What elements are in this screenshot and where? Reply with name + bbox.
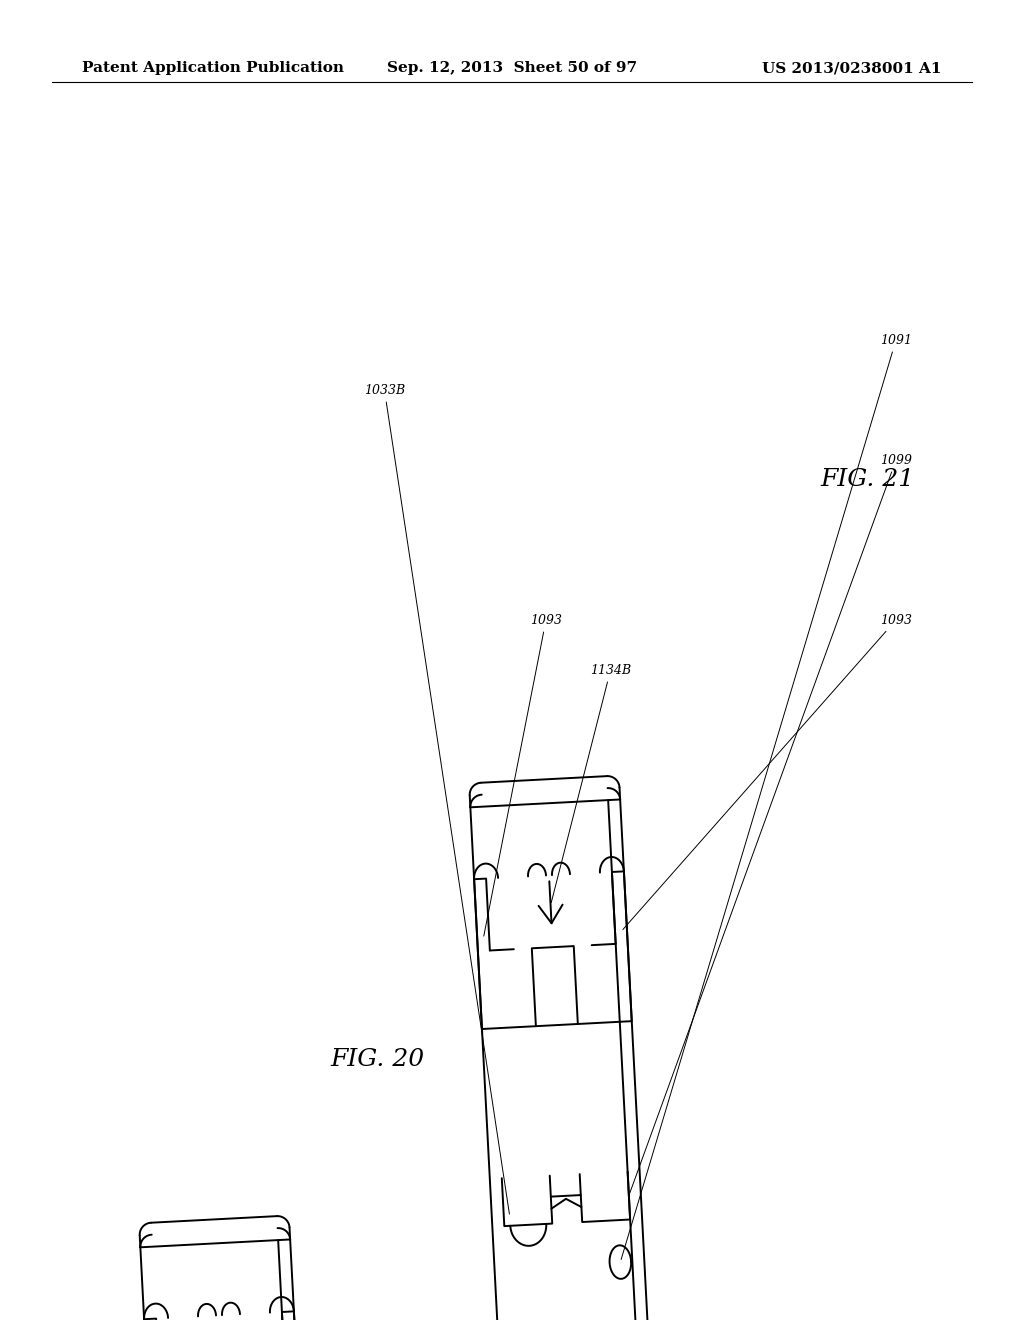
Text: FIG. 21: FIG. 21: [820, 469, 914, 491]
Text: US 2013/0238001 A1: US 2013/0238001 A1: [763, 61, 942, 75]
Text: 1093: 1093: [623, 614, 912, 929]
Text: 1099: 1099: [630, 454, 912, 1193]
Text: Sep. 12, 2013  Sheet 50 of 97: Sep. 12, 2013 Sheet 50 of 97: [387, 61, 637, 75]
Text: 1033B: 1033B: [364, 384, 509, 1214]
Text: 1134B: 1134B: [551, 664, 631, 903]
Text: 1091: 1091: [622, 334, 912, 1259]
Text: 1093: 1093: [483, 614, 562, 936]
Text: FIG. 20: FIG. 20: [330, 1048, 424, 1072]
Text: Patent Application Publication: Patent Application Publication: [82, 61, 344, 75]
